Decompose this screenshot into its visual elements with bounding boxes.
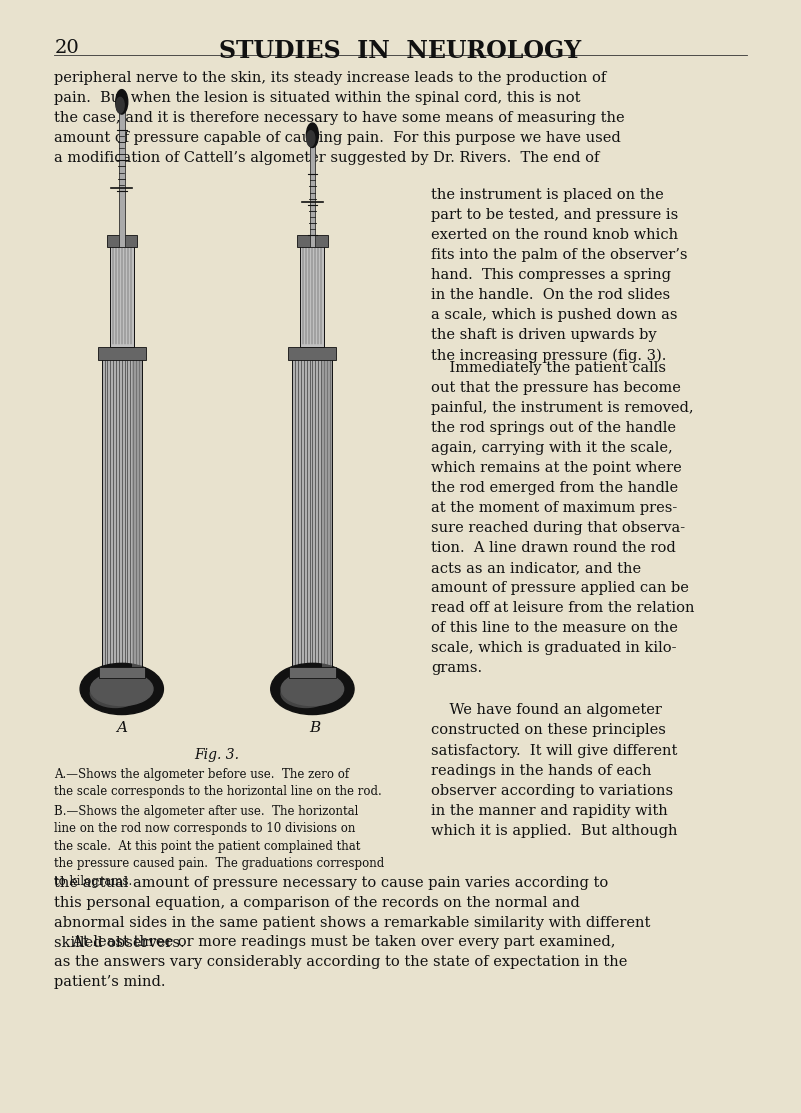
Ellipse shape [91,679,140,708]
Ellipse shape [306,122,318,148]
Bar [309,136,316,247]
Text: B: B [309,721,320,736]
Bar [292,354,332,676]
Bar [107,236,137,247]
Text: At least three or more readings must be taken over every part examined,
as the a: At least three or more readings must be … [54,935,628,989]
Bar [102,354,142,676]
Text: 20: 20 [54,39,79,57]
Text: STUDIES  IN  NEUROLOGY: STUDIES IN NEUROLOGY [219,39,582,63]
Text: B.—Shows the algometer after use.  The horizontal
line on the rod now correspond: B.—Shows the algometer after use. The ho… [54,805,384,888]
Bar [300,242,324,347]
Text: the instrument is placed on the
part to be tested, and pressure is
exerted on th: the instrument is placed on the part to … [431,188,687,363]
Bar [131,354,142,676]
Text: A.—Shows the algometer before use.  The zero of
the scale corresponds to the hor: A.—Shows the algometer before use. The z… [54,768,382,798]
Text: A: A [116,721,127,736]
Ellipse shape [271,663,354,715]
Ellipse shape [80,663,163,715]
Bar [289,668,336,678]
Bar [297,236,328,247]
Text: Immediately the patient calls
out that the pressure has become
painful, the inst: Immediately the patient calls out that t… [431,361,694,676]
Text: We have found an algometer
constructed on these principles
satisfactory.  It wil: We have found an algometer constructed o… [431,703,678,838]
Bar [110,242,134,347]
Bar [322,354,332,676]
Ellipse shape [281,672,344,706]
Ellipse shape [307,131,315,147]
Bar [98,347,146,361]
Ellipse shape [91,672,153,706]
Ellipse shape [116,98,124,114]
Text: Fig. 3.: Fig. 3. [194,748,239,762]
Text: peripheral nerve to the skin, its steady increase leads to the production of
pai: peripheral nerve to the skin, its steady… [54,71,625,166]
Bar [119,102,125,247]
Bar [99,668,145,678]
Ellipse shape [116,90,127,115]
Ellipse shape [281,679,331,708]
Text: the actual amount of pressure necessary to cause pain varies according to
this p: the actual amount of pressure necessary … [54,876,651,951]
Bar [288,347,336,361]
